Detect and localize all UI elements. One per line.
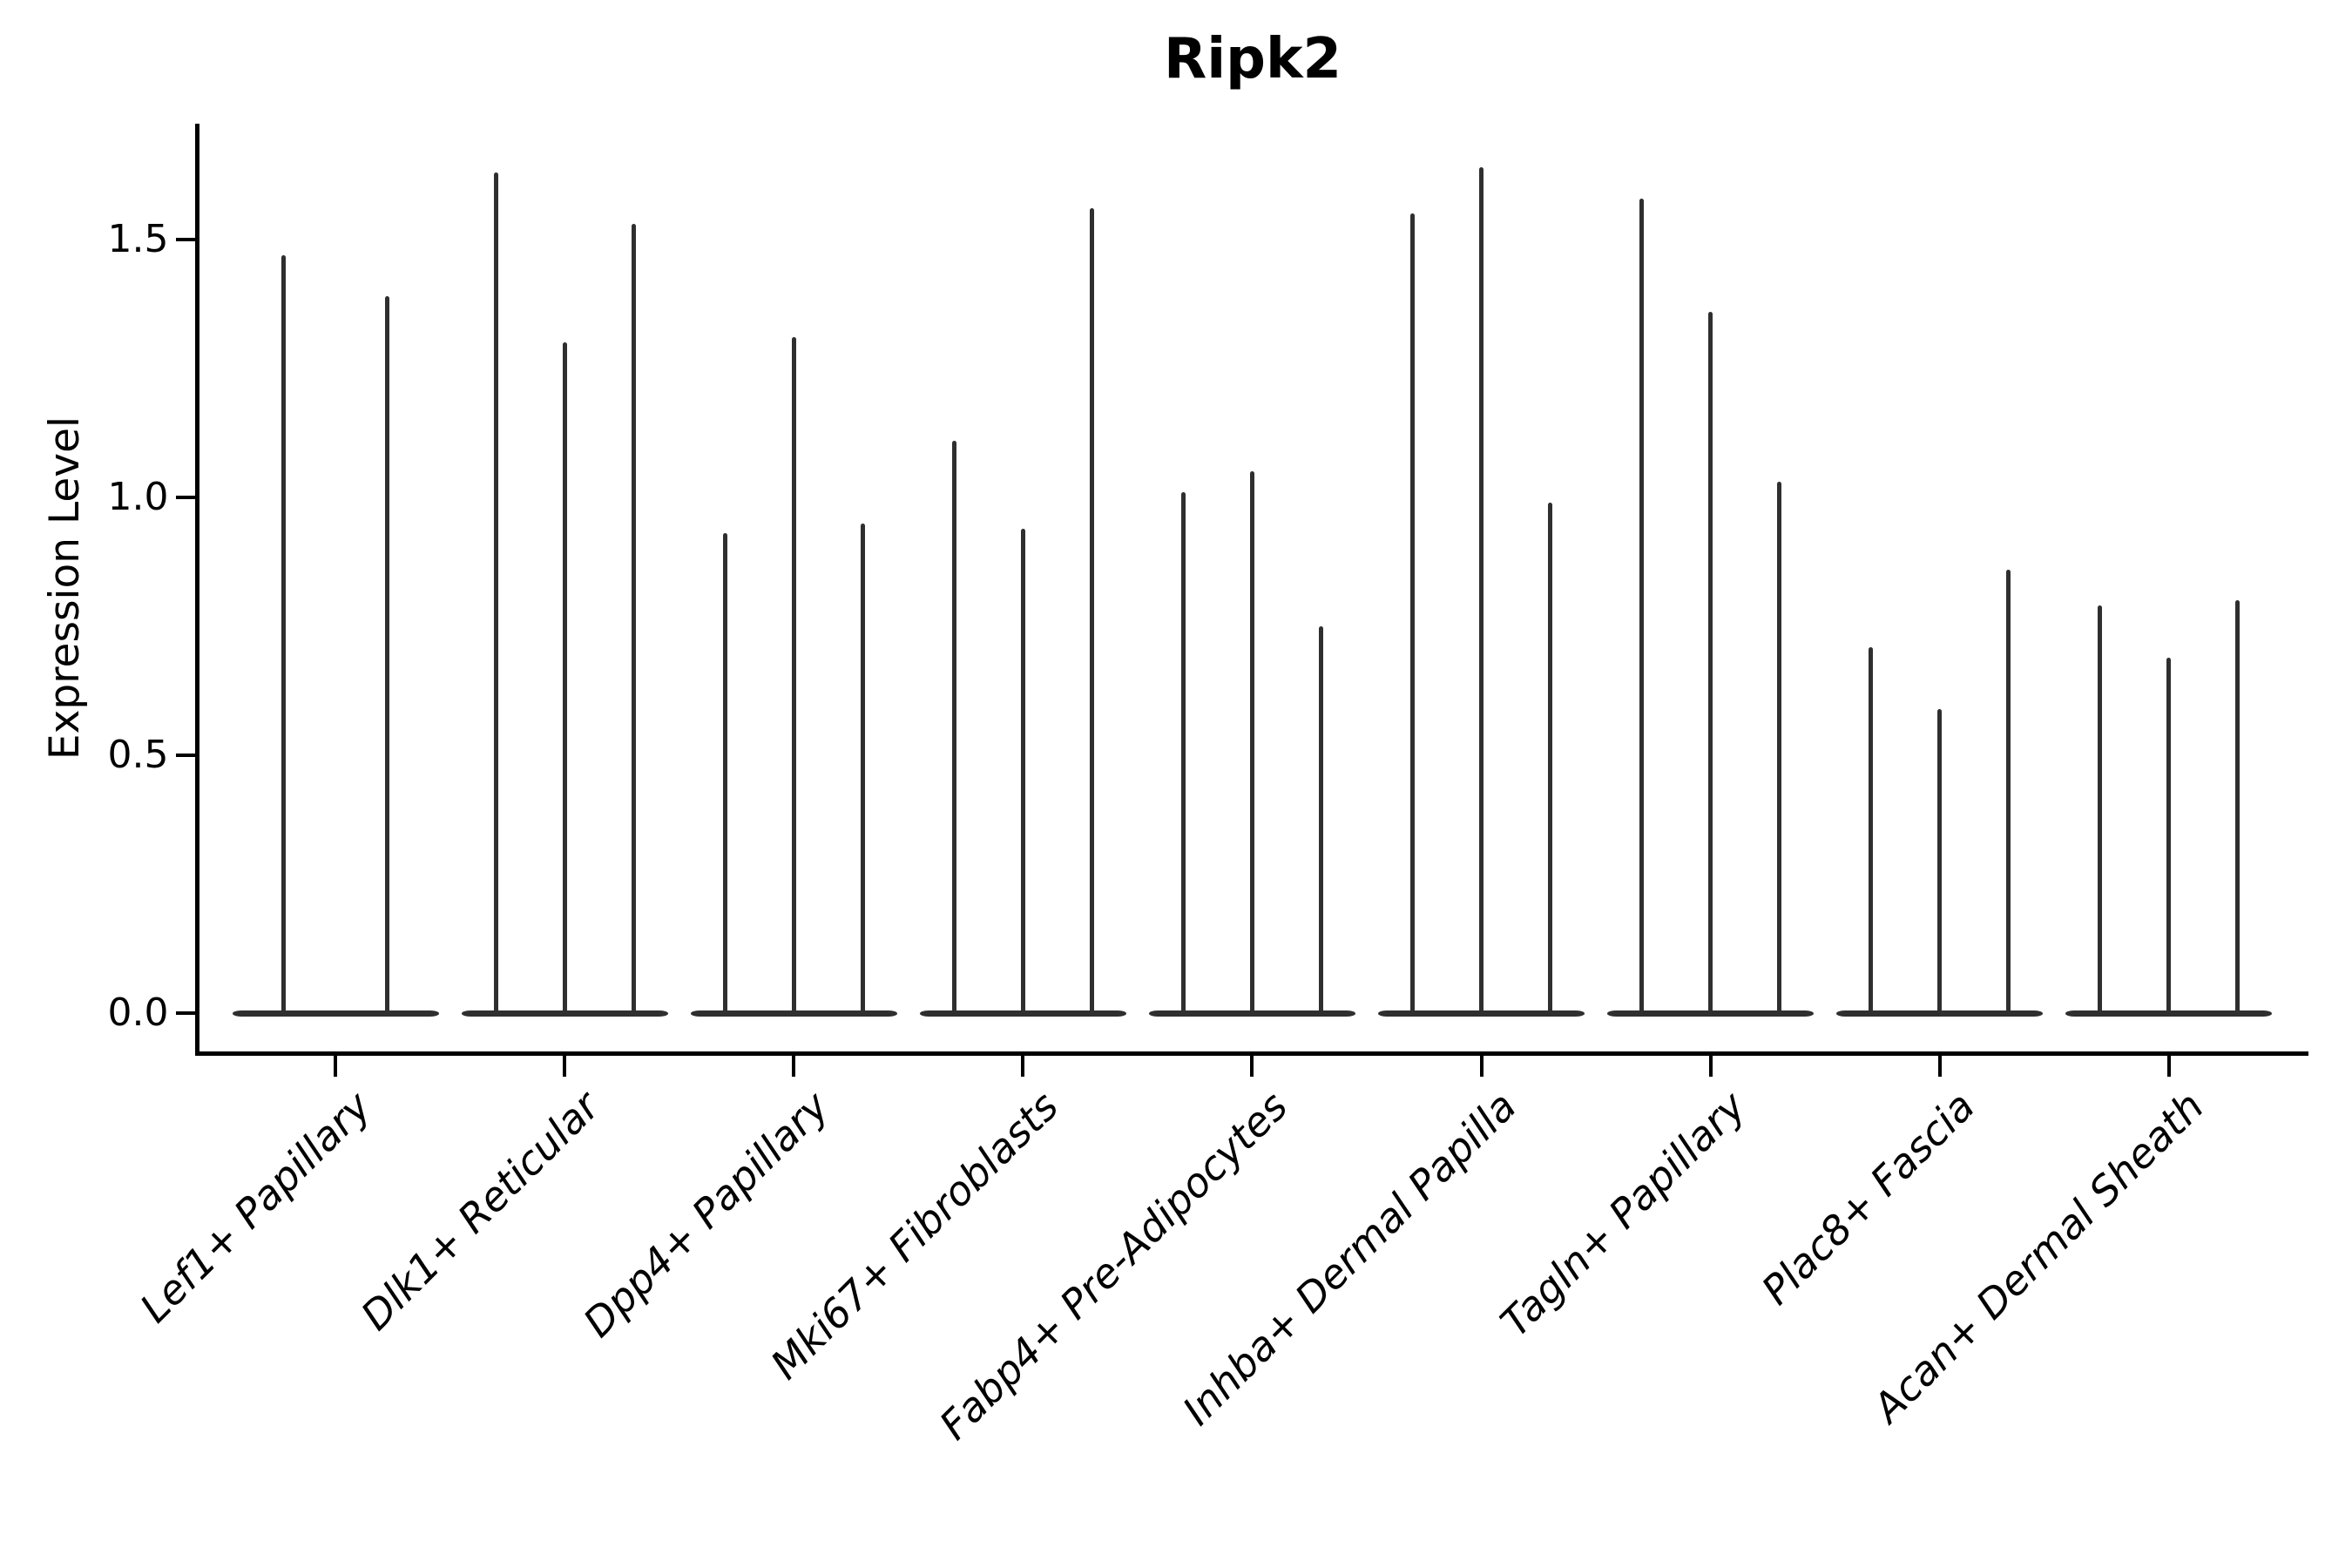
x-tick [1250,1055,1254,1077]
violin-spike [1708,311,1713,1017]
y-tick-label: 1.0 [107,475,169,519]
violin-spike [1410,213,1415,1017]
x-tick [1479,1055,1484,1077]
violin-spike [951,440,956,1017]
violin-spike [384,296,389,1017]
x-tick [1708,1055,1713,1077]
y-axis-label: Expression Level [41,416,89,760]
x-tick [563,1055,567,1077]
violin-base [232,1010,439,1017]
violin-spike [791,337,796,1017]
violin-spike [1639,198,1645,1017]
y-tick-label: 0.5 [107,733,169,777]
y-axis-spine [194,124,199,1056]
x-tick [334,1055,337,1077]
y-tick [175,238,195,241]
y-tick [175,496,195,499]
violin-spike [2235,600,2240,1017]
violin-spike [860,523,865,1017]
x-tick-label: Plac8+ Fascia [1753,1082,1984,1314]
x-tick [2166,1055,2171,1077]
y-tick [175,1011,195,1015]
x-tick [792,1055,796,1077]
violin-spike [1937,708,1943,1017]
violin-spike [562,342,567,1017]
x-tick-label: Dlk1+ Reticular [352,1082,609,1339]
violin-spike [1020,528,1025,1017]
y-tick [175,754,195,757]
violin-spike [722,533,727,1017]
violin-spike [493,172,498,1017]
violin-spike [1479,167,1484,1017]
x-tick-label: Tagln+ Papillary [1491,1082,1755,1346]
x-tick [1937,1055,1942,1077]
violin-spike [1249,471,1254,1017]
violin-spike [1869,646,1874,1017]
violin-spike [1089,208,1094,1017]
x-tick-label: Dpp4+ Papillary [574,1082,838,1346]
violin-spike [1777,482,1782,1017]
violin-spike [631,224,636,1017]
y-tick-label: 0.0 [107,990,169,1035]
y-tick-label: 1.5 [107,217,169,261]
violin-spike [2166,657,2172,1017]
violin-spike [1548,502,1552,1017]
x-tick [1021,1055,1025,1077]
violin-spike [2098,605,2103,1017]
violin-spike [281,254,287,1017]
violin-spike [1318,626,1323,1017]
x-axis-spine [194,1051,2308,1056]
chart-title: Ripk2 [1163,27,1342,91]
violin-spike [2006,569,2011,1017]
violin-spike [1180,492,1186,1017]
x-tick-label: Lef1+ Papillary [130,1082,380,1332]
